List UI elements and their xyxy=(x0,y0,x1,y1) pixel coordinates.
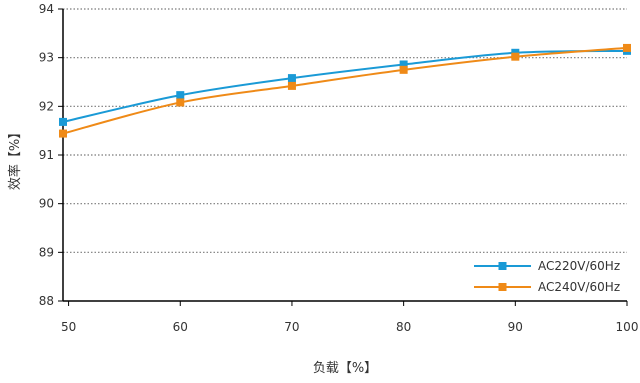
y-tick-label-5: 93 xyxy=(39,51,54,65)
series-1-point-3 xyxy=(399,65,408,74)
series-1-point-5 xyxy=(623,43,631,52)
y-tick-label-2: 90 xyxy=(39,197,54,211)
grid-lines xyxy=(63,8,627,253)
y-axis-title: 效率【%】 xyxy=(7,126,23,190)
series-0 xyxy=(59,46,631,126)
series-0-point-0 xyxy=(59,117,67,126)
series-0-line xyxy=(62,49,628,123)
series-0-point-1 xyxy=(176,91,185,100)
legend-marker-0 xyxy=(498,262,507,270)
legend: AC220V/60Hz AC240V/60Hz xyxy=(474,259,620,294)
x-axis-title: 负载【%】 xyxy=(313,361,377,376)
x-tick-label-0: 50 xyxy=(61,320,76,334)
y-tick-label-4: 92 xyxy=(39,99,54,113)
series xyxy=(59,43,631,138)
x-tick-label-1: 60 xyxy=(173,320,188,334)
series-0-point-3 xyxy=(399,60,408,69)
series-1-point-4 xyxy=(511,52,520,61)
series-1-point-0 xyxy=(59,129,67,138)
legend-marker-1 xyxy=(498,283,507,291)
series-1-point-1 xyxy=(176,98,185,107)
y-tick-label-6: 94 xyxy=(39,2,54,16)
x-tick-label-4: 90 xyxy=(508,320,523,334)
legend-label-0: AC220V/60Hz xyxy=(538,259,620,273)
x-tick-label-3: 80 xyxy=(396,320,411,334)
legend-label-1: AC240V/60Hz xyxy=(538,280,620,294)
x-tick-label-5: 100 xyxy=(616,320,639,334)
series-1-point-2 xyxy=(287,81,296,90)
x-tick-label-2: 70 xyxy=(284,320,299,334)
y-tick-label-1: 89 xyxy=(39,245,54,259)
series-1 xyxy=(59,43,631,138)
y-tick-label-0: 88 xyxy=(39,294,54,308)
series-1-line xyxy=(62,46,628,135)
series-0-point-2 xyxy=(287,74,296,83)
axis-ticks: 88 89 90 91 92 93 94 50 60 70 80 90 100 xyxy=(39,2,639,334)
y-tick-label-3: 91 xyxy=(39,148,54,162)
